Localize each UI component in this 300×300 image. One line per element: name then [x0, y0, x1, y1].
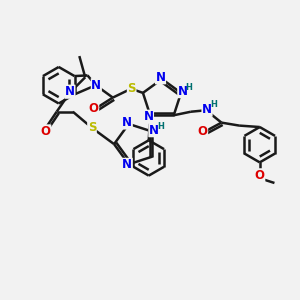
Text: H: H [185, 83, 192, 92]
Text: N: N [143, 110, 153, 123]
Text: S: S [88, 122, 96, 134]
Text: S: S [128, 82, 136, 95]
Text: O: O [255, 169, 265, 182]
Text: H: H [211, 100, 218, 109]
Text: N: N [155, 71, 166, 84]
Text: N: N [122, 116, 132, 129]
Text: N: N [122, 158, 132, 171]
Text: N: N [91, 79, 101, 92]
Text: N: N [202, 103, 212, 116]
Text: O: O [41, 125, 51, 138]
Text: O: O [198, 125, 208, 138]
Text: N: N [65, 85, 75, 98]
Text: H: H [157, 122, 164, 131]
Text: O: O [89, 102, 99, 115]
Text: N: N [149, 124, 159, 137]
Text: N: N [178, 85, 188, 98]
